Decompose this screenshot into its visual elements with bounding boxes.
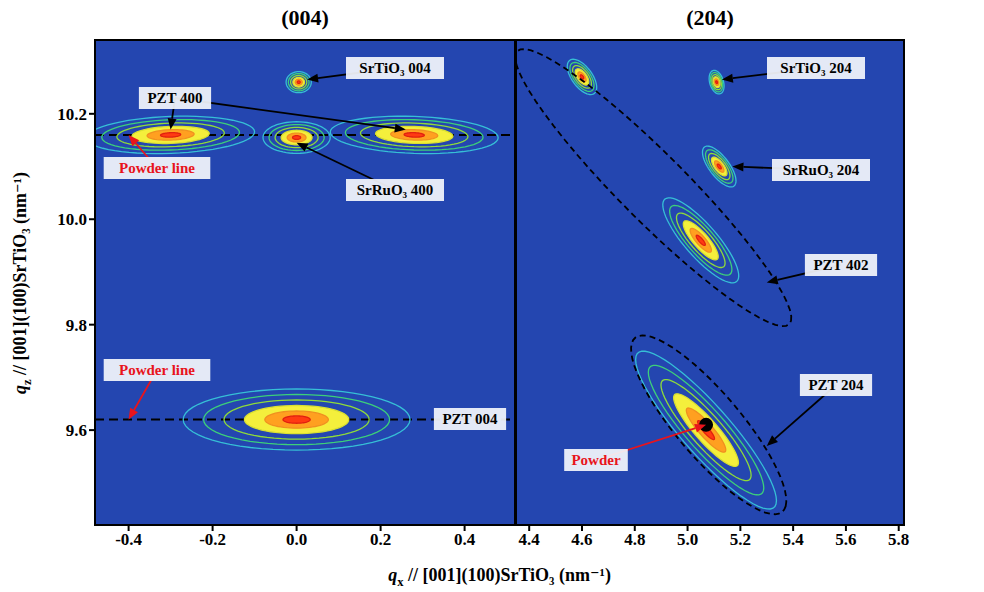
html-text:qx// [001](100)SrTiO₃ (nm⁻¹): qx// [001](100)SrTiO₃ (nm⁻¹) xyxy=(388,565,611,589)
html-text:q: q xyxy=(10,384,30,394)
svg-text:SrTiO₃ 204: SrTiO₃ 204 xyxy=(780,60,852,76)
svg-text:9.6: 9.6 xyxy=(66,421,87,440)
svg-text:Powder: Powder xyxy=(571,452,620,468)
svg-text:PZT 400: PZT 400 xyxy=(147,90,202,106)
html-text:(004): (004) xyxy=(281,5,329,30)
svg-text:Powder line: Powder line xyxy=(119,160,195,176)
html-text:// [001](100)SrTiO₃ (nm⁻¹): // [001](100)SrTiO₃ (nm⁻¹) xyxy=(10,171,30,379)
svg-text:PZT 204: PZT 204 xyxy=(808,377,864,393)
svg-text:5.4: 5.4 xyxy=(783,530,805,549)
svg-text:Powder line: Powder line xyxy=(119,362,195,378)
svg-text:10.0: 10.0 xyxy=(57,210,87,229)
svg-text:0.2: 0.2 xyxy=(370,530,391,549)
svg-text:4.8: 4.8 xyxy=(624,530,645,549)
svg-text:9.8: 9.8 xyxy=(66,316,87,335)
svg-text:5.6: 5.6 xyxy=(835,530,856,549)
svg-text:SrRuO₃ 400: SrRuO₃ 400 xyxy=(357,182,434,198)
svg-text:PZT 004: PZT 004 xyxy=(442,411,498,427)
svg-text:PZT 402: PZT 402 xyxy=(813,257,868,273)
svg-text:4.6: 4.6 xyxy=(571,530,592,549)
svg-text:10.2: 10.2 xyxy=(57,105,87,124)
svg-text:SrTiO₃ 004: SrTiO₃ 004 xyxy=(359,60,431,76)
svg-text:SrRuO₃ 204: SrRuO₃ 204 xyxy=(783,162,860,178)
svg-text:4.4: 4.4 xyxy=(519,530,541,549)
svg-text:5.8: 5.8 xyxy=(888,530,909,549)
html-text:z: z xyxy=(19,378,34,385)
svg-text:0.0: 0.0 xyxy=(286,530,307,549)
svg-text:5.0: 5.0 xyxy=(677,530,698,549)
svg-text:-0.4: -0.4 xyxy=(115,530,142,549)
svg-text:0.4: 0.4 xyxy=(454,530,476,549)
svg-text:5.2: 5.2 xyxy=(730,530,751,549)
svg-text:-0.2: -0.2 xyxy=(199,530,226,549)
html-text:(204): (204) xyxy=(686,5,734,30)
